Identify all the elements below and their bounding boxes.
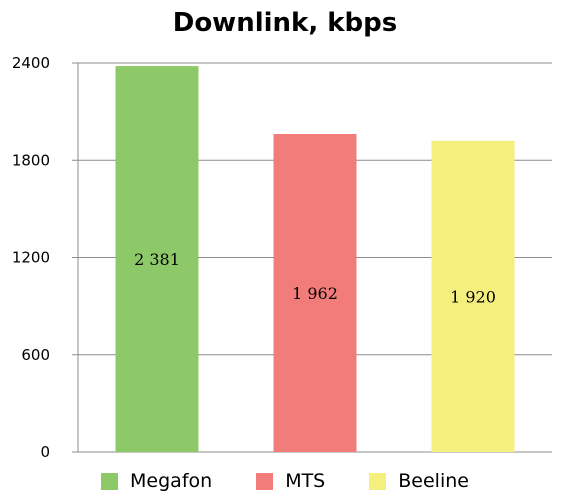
legend-swatch-megafon bbox=[101, 472, 119, 490]
bar-beeline bbox=[431, 140, 515, 453]
y-tick-label-600: 600 bbox=[21, 346, 50, 364]
y-tick-label-2400: 2400 bbox=[12, 54, 50, 72]
bars bbox=[115, 66, 515, 453]
legend-item-megafon: Megafon bbox=[101, 470, 212, 492]
y-tick-label-0: 0 bbox=[40, 443, 50, 461]
bar-mts bbox=[273, 133, 357, 452]
chart-title: Downlink, kbps bbox=[172, 8, 398, 38]
data-label-mts: 1 962 bbox=[292, 284, 338, 303]
legend-label-megafon: Megafon bbox=[130, 470, 213, 492]
data-labels: 2 381 1 962 1 920 bbox=[134, 250, 496, 306]
legend-swatch-beeline bbox=[369, 472, 387, 490]
data-label-megafon: 2 381 bbox=[134, 250, 180, 269]
legend: Megafon MTS Beeline bbox=[0, 468, 570, 494]
data-label-beeline: 1 920 bbox=[450, 287, 496, 306]
legend-label-mts: MTS bbox=[285, 470, 326, 492]
legend-swatch-mts bbox=[256, 472, 274, 490]
bar-megafon bbox=[115, 66, 199, 452]
y-tick-label-1200: 1200 bbox=[12, 249, 50, 267]
legend-item-mts: MTS bbox=[256, 470, 325, 492]
y-tick-label-1800: 1800 bbox=[12, 151, 50, 169]
axes: 0 600 1200 1800 2400 bbox=[12, 54, 79, 461]
legend-label-beeline: Beeline bbox=[398, 470, 469, 492]
legend-item-beeline: Beeline bbox=[369, 470, 469, 492]
